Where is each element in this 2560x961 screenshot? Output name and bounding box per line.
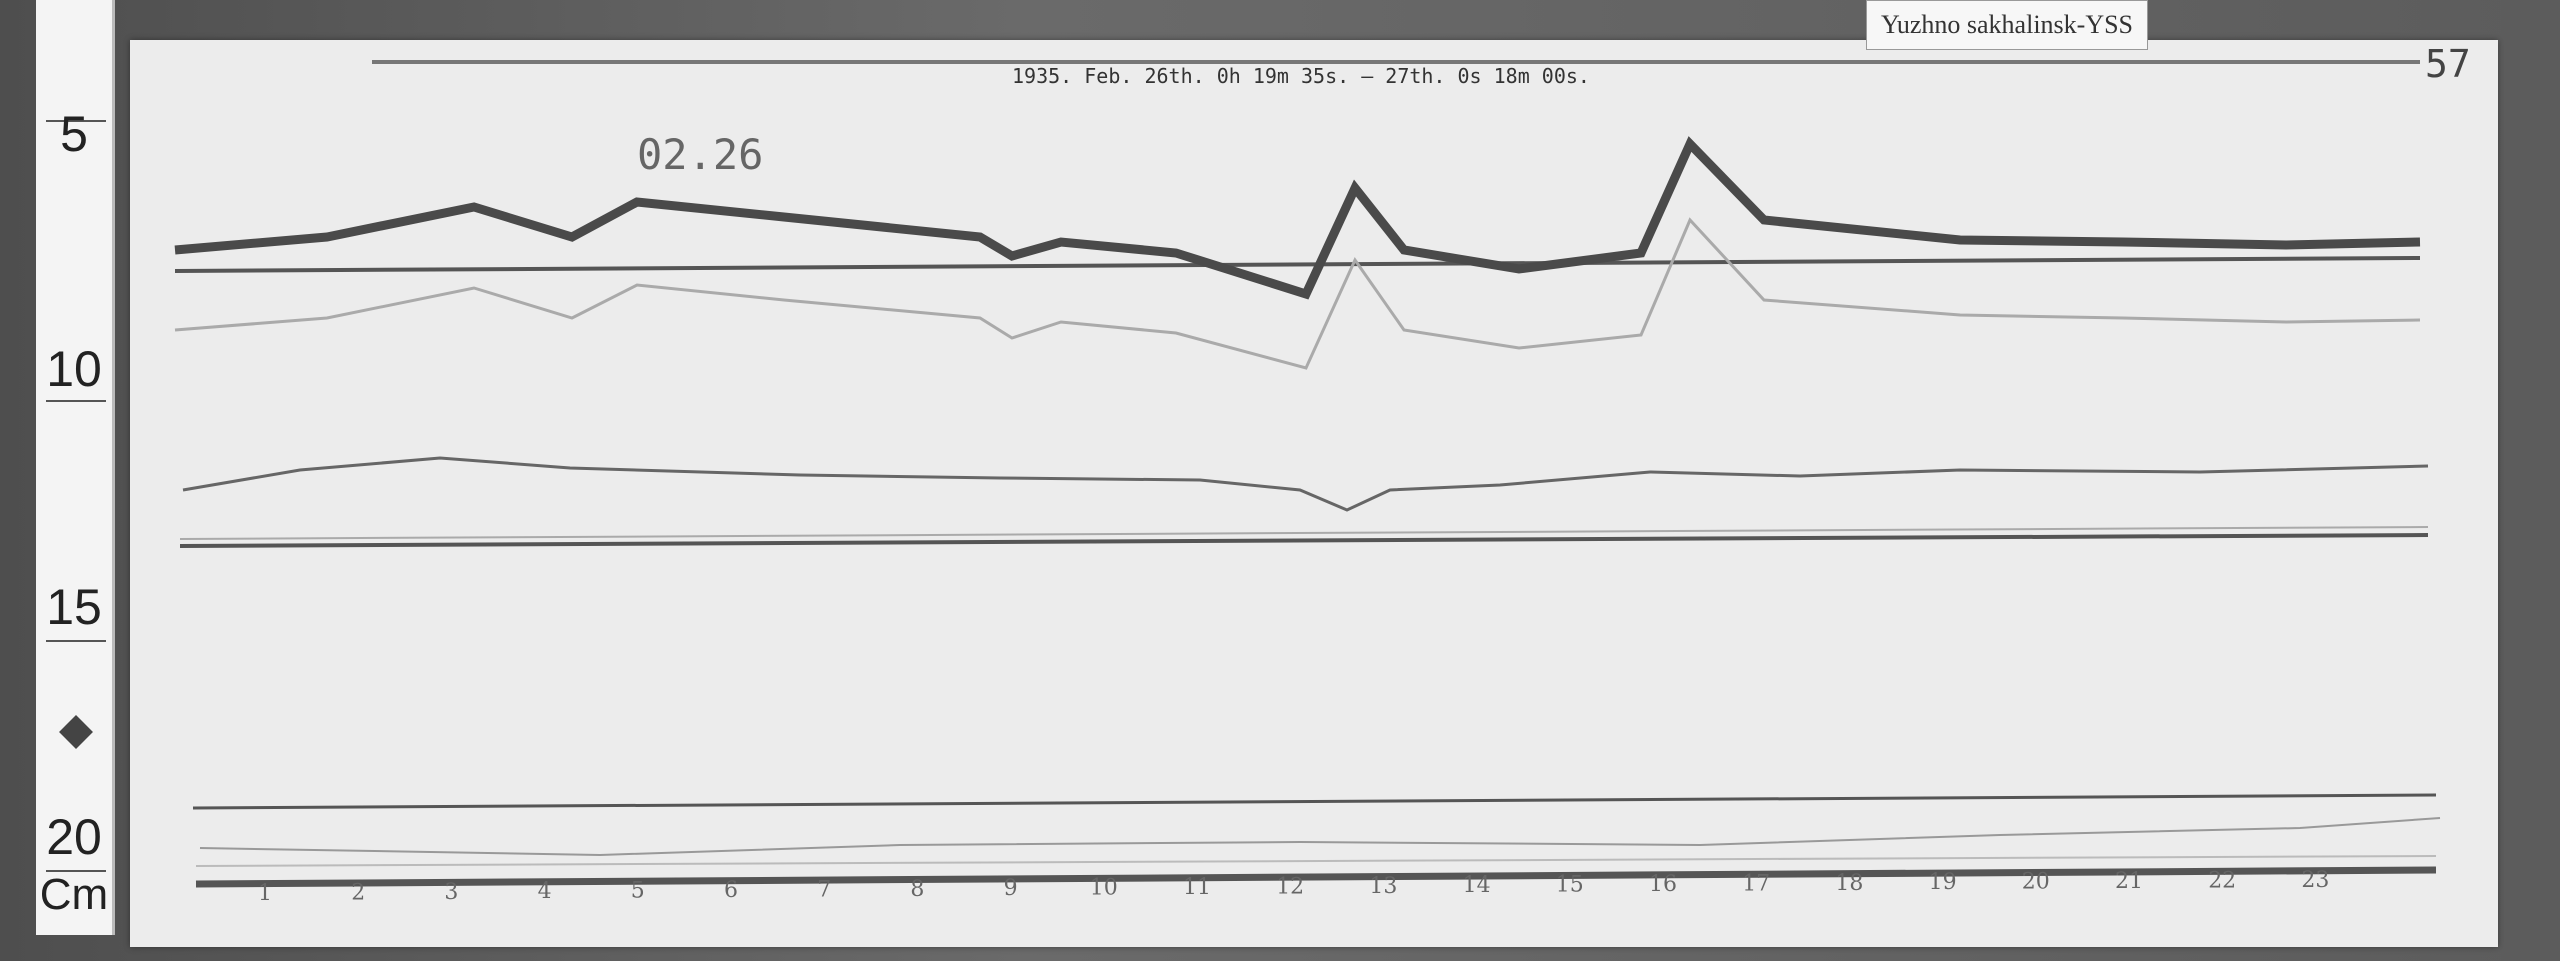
cm-ruler: 5 10 15 20 Cm [36, 0, 115, 935]
hour-tick-label: 15 [1556, 873, 1584, 898]
hour-tick-label: 4 [538, 879, 552, 904]
hour-tick-label: 12 [1276, 874, 1304, 899]
hour-tick-label: 6 [724, 878, 738, 903]
hour-tick-label: 23 [2301, 868, 2329, 893]
hour-tick-label: 17 [1742, 871, 1770, 896]
hour-tick-label: 1 [258, 881, 272, 906]
trace3-curve [199, 817, 2441, 857]
hour-tick-label: 18 [1835, 871, 1863, 896]
hour-tick-label: 3 [444, 880, 458, 905]
ruler-tick [46, 640, 106, 642]
hour-tick-label: 21 [2115, 869, 2143, 894]
hour-tick-label: 14 [1463, 873, 1491, 898]
trace1-faint-copy [174, 217, 2421, 370]
ruler-label: 5 [60, 106, 88, 162]
trace2-faint-baseline [179, 526, 2429, 540]
trace2-baseline [179, 533, 2429, 548]
ruler-label: 15 [46, 579, 102, 635]
hour-tick-label: 16 [1649, 872, 1677, 897]
time-axis-line [195, 866, 2437, 888]
record-title: 1935. Feb. 26th. 0h 19m 35s. — 27th. 0s … [1012, 64, 1590, 88]
ruler-label: 20 [46, 809, 102, 865]
hour-tick-label: 22 [2208, 868, 2236, 893]
hour-tick-label: 9 [1004, 876, 1018, 901]
hour-tick-label: 19 [1929, 870, 1957, 895]
hour-tick-label: 5 [631, 879, 645, 904]
ruler-unit: Cm [39, 870, 109, 919]
hour-tick-label: 10 [1090, 876, 1118, 901]
ruler-tick [46, 400, 106, 402]
hour-tick-label: 13 [1369, 874, 1397, 899]
trace1-baseline [174, 256, 2421, 273]
hour-tick-label: 2 [351, 880, 365, 905]
ruler-tick [46, 870, 106, 872]
trace2-curve [182, 456, 2429, 512]
hour-tick-label: 11 [1183, 875, 1211, 900]
date-note: 02.26 [637, 130, 764, 179]
station-label: Yuzhno sakhalinsk-YSS [1866, 0, 2148, 50]
trace3-upper-line [192, 793, 2437, 810]
ruler-tick [46, 120, 106, 122]
hour-tick-label: 7 [817, 877, 831, 902]
trace1-curve [174, 136, 2421, 300]
ruler-label: 10 [46, 341, 102, 397]
trace3-faint-line [195, 855, 2437, 867]
hour-tick-label: 8 [910, 877, 924, 902]
sheet-number: 57 [2425, 42, 2471, 86]
hour-tick-label: 20 [2022, 870, 2050, 895]
